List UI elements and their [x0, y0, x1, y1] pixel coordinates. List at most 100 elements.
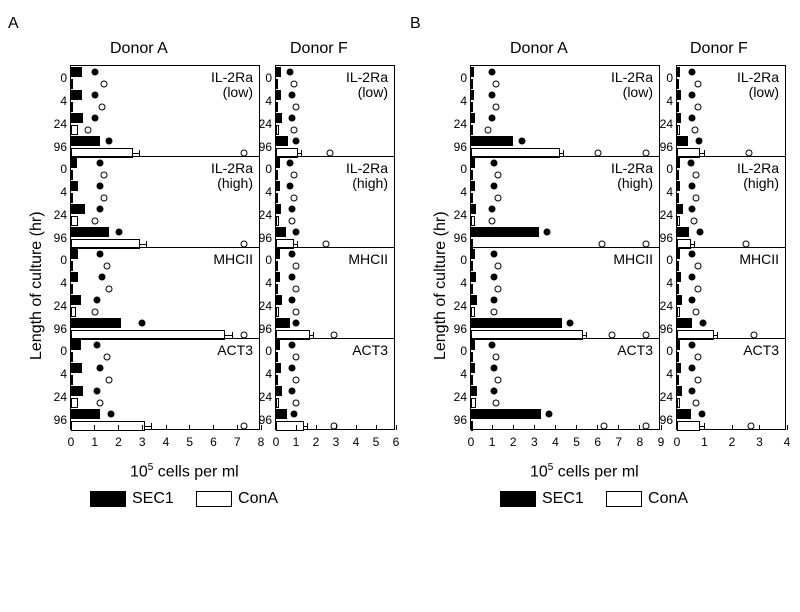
legend-label-sec1: SEC1 — [132, 490, 174, 507]
marker-open — [291, 171, 298, 178]
donor-title-a-a: Donor A — [110, 40, 168, 58]
donor-title-b-f: Donor F — [690, 40, 748, 58]
marker-open — [331, 331, 338, 338]
x-tick-label: 0 — [68, 435, 75, 449]
bar-cona — [276, 125, 279, 135]
bar-sec1 — [71, 158, 77, 168]
bar-sec1 — [677, 113, 681, 123]
marker-filled — [567, 319, 574, 326]
bar-cona — [677, 375, 679, 385]
marker-open — [241, 331, 248, 338]
y-tick-label: 4 — [653, 94, 673, 108]
bar-sec1 — [71, 363, 82, 373]
marker-filled — [689, 273, 696, 280]
y-tick-label: 4 — [47, 276, 67, 290]
marker-open — [103, 353, 110, 360]
bar-cona — [276, 307, 279, 317]
y-tick-label: 4 — [252, 94, 272, 108]
y-tick-label: 96 — [252, 322, 272, 336]
bar-cona — [71, 193, 73, 203]
marker-filled — [94, 296, 101, 303]
bar-cona — [276, 261, 278, 271]
marker-filled — [491, 159, 498, 166]
subplot: ACT30424960123456789 — [470, 338, 660, 430]
marker-filled — [96, 205, 103, 212]
marker-filled — [96, 250, 103, 257]
bar-cona — [471, 170, 473, 180]
y-tick-label: 96 — [447, 322, 467, 336]
y-tick-label: 4 — [653, 276, 673, 290]
marker-open — [495, 285, 502, 292]
bar-cona — [471, 102, 473, 112]
donor-title-b-a: Donor A — [510, 40, 568, 58]
bar-sec1 — [71, 113, 83, 123]
bar-sec1 — [677, 136, 688, 146]
y-tick-label: 0 — [653, 344, 673, 358]
marker-filled — [108, 410, 115, 417]
bar-sec1 — [276, 340, 280, 350]
bar-cona — [677, 79, 679, 89]
y-tick-label: 24 — [47, 208, 67, 222]
marker-open — [693, 399, 700, 406]
bar-sec1 — [677, 295, 682, 305]
bar-sec1 — [71, 272, 78, 282]
bar-cona — [276, 79, 278, 89]
marker-open — [742, 240, 749, 247]
marker-filled — [98, 273, 105, 280]
marker-filled — [544, 228, 551, 235]
marker-filled — [698, 410, 705, 417]
y-tick-label: 0 — [252, 253, 272, 267]
y-tick-label: 0 — [47, 71, 67, 85]
marker-filled — [289, 341, 296, 348]
y-tick-label: 24 — [47, 299, 67, 313]
marker-filled — [291, 410, 298, 417]
bar-cona — [276, 398, 279, 408]
x-tick-label: 4 — [784, 435, 791, 449]
y-tick-label: 4 — [653, 367, 673, 381]
marker-open — [101, 194, 108, 201]
y-tick-label: 0 — [47, 253, 67, 267]
marker-filled — [94, 341, 101, 348]
marker-open — [493, 80, 500, 87]
bar-cona — [71, 352, 73, 362]
panel-letter-a: A — [8, 15, 19, 33]
marker-filled — [289, 114, 296, 121]
bar-cona — [677, 307, 680, 317]
subplot-label: IL-2Ra(high) — [737, 161, 779, 192]
marker-open — [241, 240, 248, 247]
marker-filled — [96, 182, 103, 189]
bar-cona — [71, 261, 73, 271]
x-tick-label: 6 — [594, 435, 601, 449]
y-tick-label: 96 — [653, 231, 673, 245]
marker-open — [748, 422, 755, 429]
bar-sec1 — [677, 204, 683, 214]
bar-sec1 — [471, 272, 476, 282]
subplot: MHCII042496 — [70, 247, 260, 339]
marker-open — [609, 331, 616, 338]
subplot-label: ACT3 — [352, 343, 388, 358]
x-tick-label: 3 — [531, 435, 538, 449]
y-tick-label: 96 — [47, 231, 67, 245]
x-tick-label: 0 — [674, 435, 681, 449]
bar-sec1 — [71, 181, 78, 191]
marker-filled — [689, 205, 696, 212]
marker-filled — [106, 137, 113, 144]
marker-filled — [91, 68, 98, 75]
y-tick-label: 0 — [252, 71, 272, 85]
legend-swatch-sec1-b — [500, 491, 536, 507]
x-tick-label: 8 — [637, 435, 644, 449]
bar-sec1 — [71, 318, 121, 328]
marker-open — [293, 399, 300, 406]
y-tick-label: 96 — [447, 231, 467, 245]
bar-sec1 — [471, 409, 541, 419]
marker-filled — [289, 364, 296, 371]
marker-open — [491, 308, 498, 315]
bar-cona — [471, 284, 473, 294]
marker-filled — [289, 250, 296, 257]
x-tick-label: 2 — [313, 435, 320, 449]
marker-filled — [96, 364, 103, 371]
bar-sec1 — [677, 318, 692, 328]
marker-filled — [696, 137, 703, 144]
bar-cona — [276, 102, 278, 112]
x-axis-label-a: 105 cells per ml — [130, 462, 239, 481]
